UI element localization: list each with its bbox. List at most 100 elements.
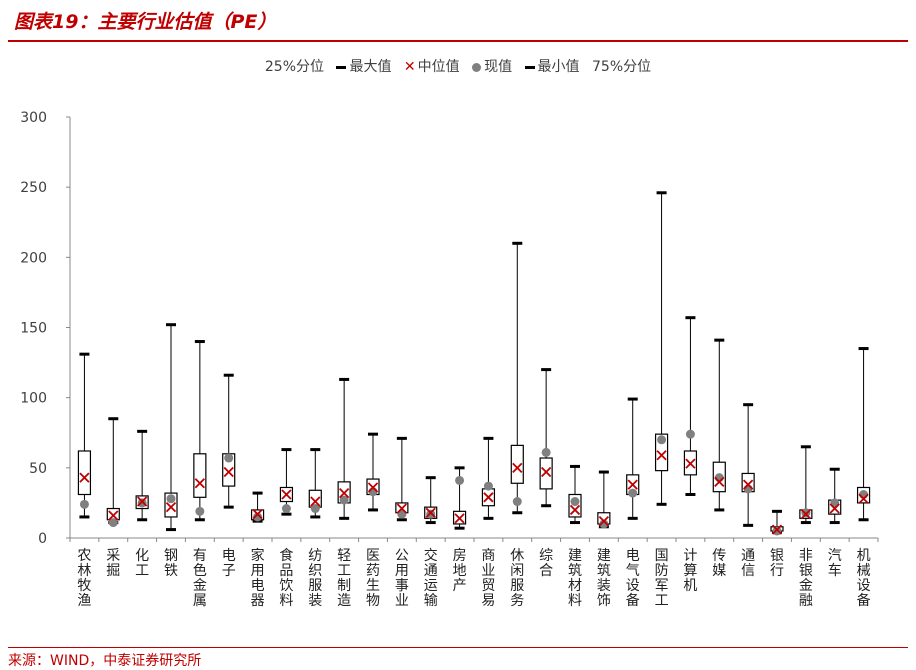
current-value-dot xyxy=(166,494,176,504)
median-marker xyxy=(829,503,840,514)
current-value-dot xyxy=(137,498,147,508)
median-marker xyxy=(339,487,350,499)
iqr-box xyxy=(654,433,669,472)
current-value-dot xyxy=(108,518,118,528)
x-category-label: 电子 xyxy=(222,548,236,579)
x-category-label: 轻工制造 xyxy=(337,548,351,609)
x-category-label: 采掘 xyxy=(106,548,120,579)
median-marker xyxy=(396,503,407,514)
x-category-label: 汽车 xyxy=(828,548,842,579)
title-divider xyxy=(8,40,908,42)
x-category-label: 家用电器 xyxy=(251,547,265,609)
legend-min-label: 最小值 xyxy=(537,59,580,75)
y-tick-label: 250 xyxy=(20,180,47,196)
iqr-box xyxy=(539,457,553,490)
y-tick-label: 0 xyxy=(38,531,47,547)
legend-q75-label: 75%分位 xyxy=(592,59,652,75)
x-category-label: 钢铁 xyxy=(164,548,178,579)
y-tick-label: 300 xyxy=(20,110,47,126)
median-marker xyxy=(281,489,292,500)
x-category-label: 机械设备 xyxy=(857,548,871,609)
legend-current: 现值 xyxy=(472,56,512,76)
current-value-dot xyxy=(685,429,695,439)
iqr-box xyxy=(510,444,524,484)
median-marker xyxy=(425,507,436,518)
x-category-label: 公用事业 xyxy=(395,548,409,609)
median-marker xyxy=(598,516,609,527)
min-bar-icon xyxy=(524,65,535,69)
median-marker xyxy=(569,504,581,516)
current-value-dot xyxy=(483,481,493,491)
current-value-dot xyxy=(339,495,349,505)
current-value-dot xyxy=(570,497,580,507)
current-value-dot xyxy=(455,475,465,485)
x-category-label: 交通运输 xyxy=(424,547,438,609)
median-marker xyxy=(483,492,494,503)
legend-current-label: 现值 xyxy=(484,59,513,75)
x-category-label: 银行 xyxy=(770,548,784,579)
legend-q25-label: 25%分位 xyxy=(264,59,324,75)
cross-marker-icon: ✕ xyxy=(403,59,416,75)
x-category-label: 有色金属 xyxy=(193,548,207,609)
x-category-label: 化工 xyxy=(135,548,149,579)
footer-divider xyxy=(8,647,908,648)
current-value-dot xyxy=(310,504,320,514)
source-note: 来源：WIND，中泰证券研究所 xyxy=(8,653,202,669)
x-category-label: 房地产 xyxy=(453,548,467,594)
iqr-box xyxy=(193,453,207,498)
median-marker xyxy=(108,510,119,521)
current-value-dot xyxy=(79,499,89,509)
median-marker xyxy=(310,496,321,507)
legend-max: 最大值 xyxy=(336,56,391,76)
x-category-label: 建筑材料 xyxy=(568,548,582,609)
median-marker xyxy=(512,462,523,473)
x-category-label: 通信 xyxy=(741,548,755,579)
median-marker xyxy=(800,509,811,520)
x-category-label: 电气设备 xyxy=(626,548,640,609)
median-marker xyxy=(714,476,725,488)
x-category-label: 计算机 xyxy=(683,548,697,594)
y-tick-label: 100 xyxy=(20,391,47,407)
median-marker xyxy=(252,509,263,520)
current-value-dot xyxy=(426,509,436,519)
chart-legend: 25%分位 最大值 ✕ 中位值 现值 最小值 75%分位 xyxy=(0,56,916,76)
x-category-label: 传媒 xyxy=(712,548,726,579)
y-tick-label: 200 xyxy=(20,250,47,266)
iqr-box xyxy=(77,450,92,496)
current-value-dot xyxy=(657,435,667,445)
median-marker xyxy=(656,450,667,461)
median-marker xyxy=(223,466,234,478)
median-marker xyxy=(685,458,696,469)
median-marker xyxy=(541,466,552,478)
median-marker xyxy=(165,501,177,513)
current-value-dot xyxy=(599,519,609,529)
legend-max-label: 最大值 xyxy=(349,59,392,75)
current-value-dot xyxy=(541,447,551,457)
legend-q75: 75%分位 xyxy=(592,56,651,76)
median-marker xyxy=(367,482,379,493)
median-marker xyxy=(79,472,90,483)
median-marker xyxy=(137,496,148,507)
legend-min: 最小值 xyxy=(524,56,580,76)
current-value-dot xyxy=(281,504,291,514)
legend-median: ✕ 中位值 xyxy=(404,56,460,76)
median-marker xyxy=(454,513,465,524)
y-tick-label: 50 xyxy=(29,461,47,477)
x-category-label: 建筑装饰 xyxy=(597,548,611,609)
median-marker xyxy=(627,479,638,490)
x-category-label: 综合 xyxy=(539,548,553,579)
current-value-dot xyxy=(224,453,234,463)
x-category-label: 农林牧渔 xyxy=(77,548,91,609)
current-value-dot xyxy=(512,497,522,507)
x-category-label: 商业贸易 xyxy=(481,548,495,609)
x-category-label: 纺织服装 xyxy=(308,548,322,609)
median-marker xyxy=(771,524,783,535)
legend-q25: 25%分位 xyxy=(265,56,324,76)
x-category-label: 食品饮料 xyxy=(279,547,293,609)
median-marker xyxy=(858,493,869,504)
x-category-label: 非银金融 xyxy=(799,548,813,609)
y-tick-label: 150 xyxy=(20,321,47,337)
x-category-label: 休闲服务 xyxy=(510,548,524,609)
figure-title: 图表19：主要行业估值（PE） xyxy=(14,11,277,33)
